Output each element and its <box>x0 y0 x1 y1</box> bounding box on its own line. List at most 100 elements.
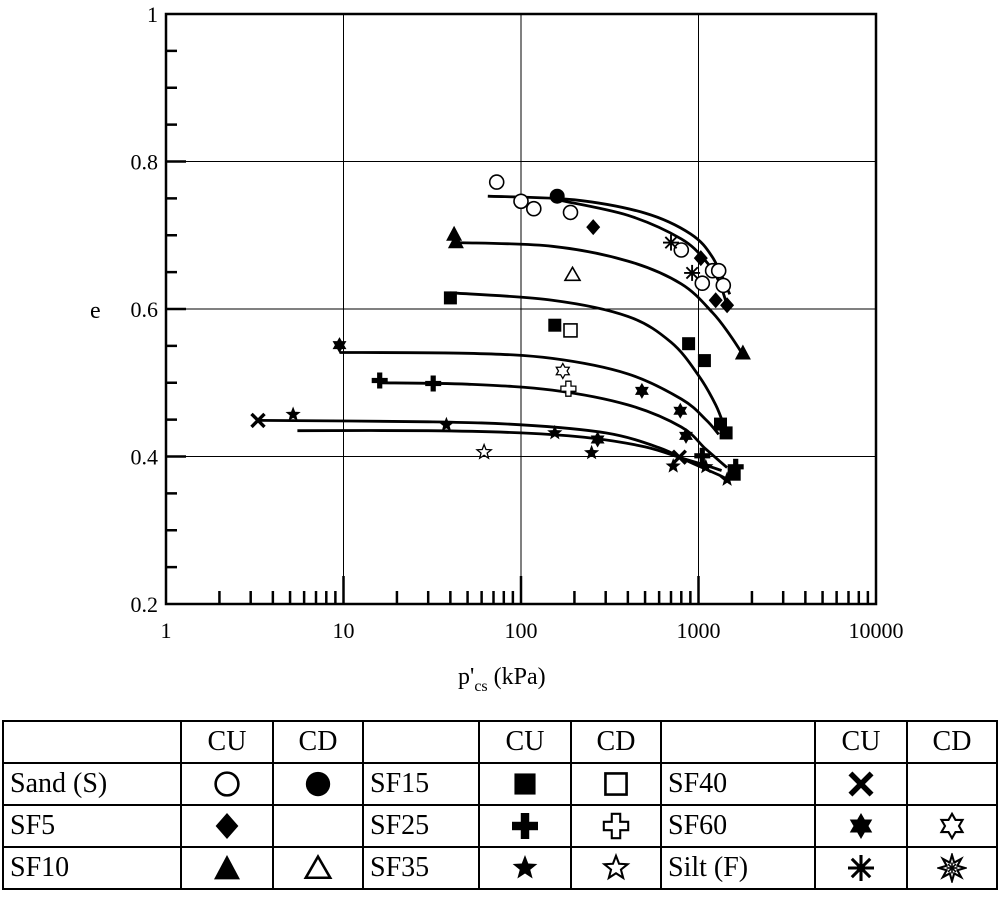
trend-curve <box>379 381 729 469</box>
data-point <box>562 204 579 221</box>
data-point <box>560 380 577 397</box>
data-point <box>634 382 649 399</box>
legend-marker-hexstar-open <box>939 811 965 841</box>
legend-table: CU CD CU CD CU CD Sand (S) SF15 SF40 SF5… <box>2 720 998 890</box>
legend-header-cell: CD <box>570 720 662 764</box>
legend-soil-name: SF5 <box>2 804 182 848</box>
legend-soil-name: SF25 <box>362 804 480 848</box>
data-point <box>586 219 601 236</box>
chart: 1 10 100 1000 10000 0.2 0.4 0.6 0.8 1 e p'cs (kPa… <box>90 2 904 695</box>
legend-marker-star-open <box>601 853 631 881</box>
legend-row: SF10 SF35 Silt (F) <box>2 846 998 890</box>
data-point <box>443 291 457 305</box>
trend-curve <box>450 291 726 428</box>
x-tick-label: 10000 <box>849 618 904 643</box>
data-point <box>682 337 696 351</box>
data-point <box>727 458 744 475</box>
x-tick-label: 1000 <box>677 618 721 643</box>
data-point <box>563 323 578 338</box>
data-point <box>673 402 688 419</box>
legend-marker-cell <box>478 846 572 890</box>
data-point <box>719 471 735 486</box>
data-point <box>547 424 563 440</box>
data-point <box>446 225 463 241</box>
data-point <box>438 416 455 432</box>
legend-marker-cell <box>814 804 908 848</box>
data-point <box>734 344 751 360</box>
legend-header-cell: CU <box>478 720 572 764</box>
data-point <box>425 375 442 392</box>
y-tick-label: 0.8 <box>131 150 159 175</box>
trend-curve <box>297 429 723 472</box>
legend-marker-asterisk <box>848 855 874 881</box>
legend-header-row: CU CD CU CD CU CD <box>2 720 998 764</box>
data-point <box>679 427 693 444</box>
data-point <box>447 233 464 249</box>
trend-curve <box>257 419 728 481</box>
data-point <box>250 412 266 429</box>
x-axis-label-main: p' <box>458 664 474 690</box>
data-point <box>694 447 711 464</box>
legend-marker-circle-filled <box>305 771 331 797</box>
y-tick-label: 0.6 <box>131 297 159 322</box>
legend-soil-name: SF15 <box>362 762 480 806</box>
legend-marker-square-open <box>604 772 628 796</box>
legend-header-cell: CU <box>814 720 908 764</box>
legend-soil-name: Silt (F) <box>660 846 816 890</box>
data-point <box>371 372 388 389</box>
data-point <box>548 318 562 332</box>
legend-row: Sand (S) SF15 SF40 <box>2 762 998 806</box>
data-point <box>563 265 582 282</box>
legend-marker-triangle-open <box>303 854 333 880</box>
data-point <box>525 200 542 217</box>
data-point <box>590 431 605 448</box>
data-point <box>555 362 571 380</box>
y-axis-label: e <box>90 298 101 324</box>
trend-curve <box>339 351 720 436</box>
data-point <box>719 426 733 440</box>
legend-marker-square-filled <box>514 773 536 795</box>
legend-row: SF5 SF25 SF60 <box>2 804 998 848</box>
legend-marker-cell <box>906 762 998 806</box>
x-tick-label: 10 <box>333 618 355 643</box>
legend-marker-circle-open <box>214 771 240 797</box>
legend-marker-cell <box>478 762 572 806</box>
data-point <box>710 262 727 279</box>
data-point <box>698 458 714 474</box>
legend-marker-cell <box>272 762 364 806</box>
legend-marker-cell <box>180 804 274 848</box>
data-point <box>671 449 688 465</box>
legend-marker-cell <box>570 846 662 890</box>
data-point <box>697 354 711 368</box>
data-point <box>684 264 701 281</box>
data-point <box>332 337 347 354</box>
trend-curve <box>457 241 745 356</box>
data-point <box>583 444 600 460</box>
grid <box>166 14 876 604</box>
legend-marker-diamond-filled <box>215 813 239 839</box>
data-point <box>694 275 711 292</box>
data-points <box>250 174 751 486</box>
legend-marker-cell <box>814 762 908 806</box>
legend-marker-asterisk-open <box>937 853 967 883</box>
legend-soil-name: SF10 <box>2 846 182 890</box>
legend-marker-cell <box>814 846 908 890</box>
data-point <box>513 193 529 210</box>
legend-soil-name: Sand (S) <box>2 762 182 806</box>
x-tick-label: 100 <box>505 618 538 643</box>
legend-soil-name: SF35 <box>362 846 480 890</box>
legend-marker-cell <box>906 804 998 848</box>
data-point <box>715 277 732 294</box>
legend-marker-star-filled <box>512 855 538 879</box>
legend-marker-triangle-filled <box>214 855 240 880</box>
legend-header-cell: CD <box>906 720 998 764</box>
legend-marker-cell <box>478 804 572 848</box>
y-tick-label: 1 <box>147 2 158 27</box>
legend-header-cell: CU <box>180 720 274 764</box>
data-point <box>475 442 493 460</box>
data-point <box>673 242 690 258</box>
legend-header-cell: CD <box>272 720 364 764</box>
legend-soil-name: SF60 <box>660 804 816 848</box>
x-axis-label: p'cs (kPa) <box>458 664 546 695</box>
x-tick-label: 1 <box>161 618 172 643</box>
